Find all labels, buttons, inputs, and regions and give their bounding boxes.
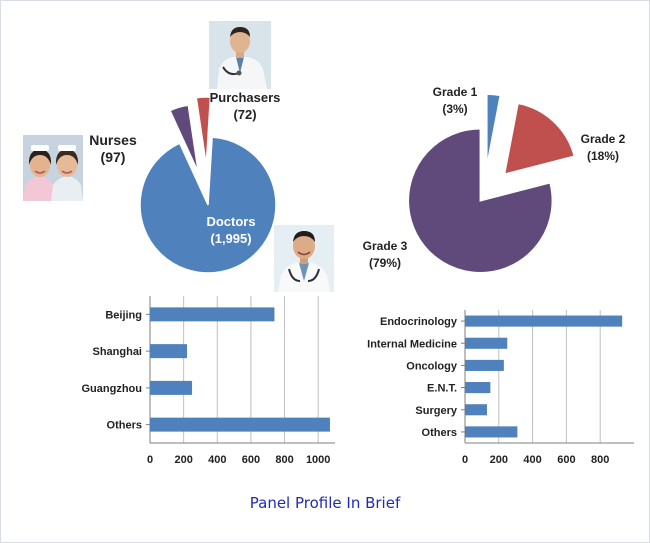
city-bar-tick-1000: 1000	[306, 454, 330, 466]
city-bar-tick-400: 400	[208, 454, 226, 466]
pie-label-grade-1-0: Grade 1	[433, 85, 478, 99]
purchaser-photo	[209, 21, 271, 89]
pie-slice-nurses	[168, 104, 200, 173]
pie-label-nurses-1: (97)	[101, 149, 126, 165]
dept-bar-tick-0: 0	[462, 454, 468, 466]
city-bar-label-beijing: Beijing	[105, 309, 142, 321]
city-bar-tick-0: 0	[147, 454, 153, 466]
dept-bar-tick-600: 600	[557, 454, 575, 466]
city-bar-label-others: Others	[107, 420, 142, 432]
dept-bar-label-endocrinology: Endocrinology	[380, 316, 458, 328]
pie-label-grade-2-1: (18%)	[587, 149, 619, 163]
dept-bar-bar-surgery	[465, 404, 487, 416]
nurses-photo	[23, 135, 83, 201]
city-bar-bar-others	[150, 417, 330, 432]
dept-bar-label-surgery: Surgery	[415, 405, 457, 417]
city-bar-bar-beijing	[150, 307, 275, 322]
pie-label-doctors-1: (1,995)	[210, 231, 251, 246]
city-bar-bar-guangzhou	[150, 380, 193, 395]
pie-slice-grade-2	[503, 102, 576, 176]
pie-slice-grade-3	[407, 127, 554, 274]
doctor-photo	[274, 225, 334, 292]
city-bar-label-shanghai: Shanghai	[92, 346, 142, 358]
pie-label-grade-3-1: (79%)	[369, 256, 401, 270]
dept-bar-bar-endocrinology	[465, 315, 623, 327]
dept-bar-tick-200: 200	[490, 454, 508, 466]
pie-slice-doctors	[139, 136, 277, 274]
pie-label-purchasers-0: Purchasers	[210, 90, 281, 105]
dept-bar-label-e-n-t: E.N.T.	[427, 383, 457, 395]
dept-bar-label-others: Others	[422, 427, 457, 439]
figure-caption: Panel Profile In Brief	[249, 494, 401, 512]
pie-slice-grade-1	[486, 93, 502, 167]
dept-bar-bar-oncology	[465, 359, 504, 371]
pie-label-grade-2-0: Grade 2	[581, 132, 626, 146]
pie-label-grade-3-0: Grade 3	[363, 239, 408, 253]
dept-bar-label-oncology: Oncology	[406, 360, 458, 372]
pie-label-grade-1-1: (3%)	[442, 102, 467, 116]
city-bar-tick-600: 600	[242, 454, 260, 466]
city-bar-tick-800: 800	[275, 454, 293, 466]
city-bar-label-guangzhou: Guangzhou	[82, 383, 143, 395]
dept-bar-label-internal-medicine: Internal Medicine	[367, 338, 457, 350]
dept-bar-tick-400: 400	[523, 454, 541, 466]
pie-label-nurses-0: Nurses	[89, 132, 137, 148]
dept-bar-bar-internal-medicine	[465, 337, 508, 349]
pie-slice-purchasers	[195, 96, 212, 166]
dept-bar-tick-800: 800	[591, 454, 609, 466]
dept-bar-bar-e-n-t	[465, 382, 491, 394]
pie-label-purchasers-1: (72)	[233, 107, 256, 122]
city-bar-bar-shanghai	[150, 344, 187, 359]
city-bar-tick-200: 200	[174, 454, 192, 466]
dept-bar-bar-others	[465, 426, 518, 438]
pie-label-doctors-0: Doctors	[206, 214, 255, 229]
